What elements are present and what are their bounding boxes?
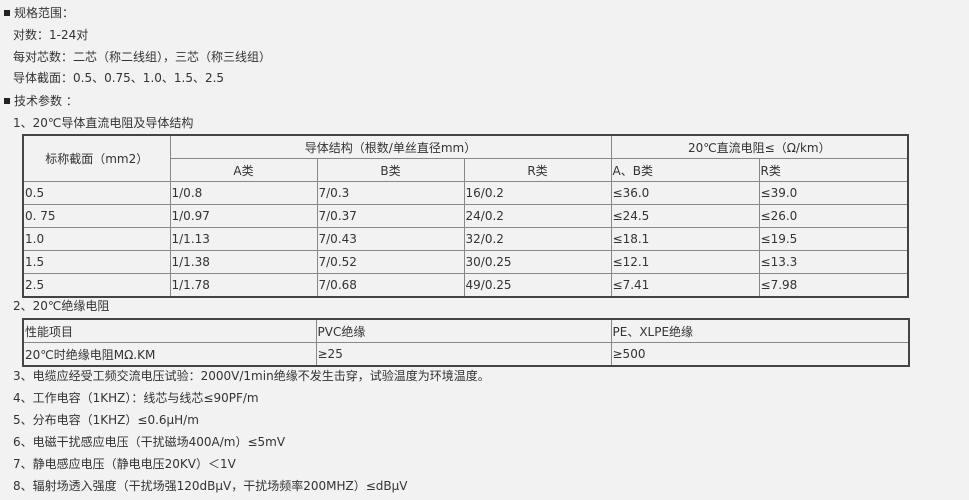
subheader-ab: A、B类 — [610, 158, 760, 182]
cell-property: 20℃时绝缘电阻MΩ.KM — [22, 342, 317, 367]
table-cell: ≤26.0 — [758, 204, 909, 228]
table-cell: ≤13.3 — [758, 250, 909, 274]
table-cell: 49/0.25 — [463, 273, 612, 298]
item2-title: 2、20℃绝缘电阻 — [13, 299, 110, 313]
tech-params-heading: 技术参数 ： — [4, 93, 78, 109]
table-cell: 7/0.43 — [316, 227, 465, 251]
spec-line: 每对芯数：二芯（称二线组），三芯（称三线组） — [13, 50, 272, 64]
param-item: 8、辐射场透入强度（干扰场强120dBμV，干扰场频率200MHZ）≤dBμV — [13, 479, 408, 493]
table-row: 1.0 1/1.13 7/0.43 32/0.2 ≤18.1 ≤19.5 — [22, 227, 909, 251]
table-cell: 0. 75 — [22, 204, 171, 228]
table-cell: ≤7.41 — [610, 273, 760, 298]
insulation-resistance-table: 性能项目 PVC绝缘 PE、XLPE绝缘 20℃时绝缘电阻MΩ.KM ≥25 ≥… — [22, 318, 910, 367]
table-cell: 2.5 — [22, 273, 171, 298]
table-cell: 7/0.68 — [316, 273, 465, 298]
subheader-r-resistance: R类 — [758, 158, 909, 182]
table-row: 0.5 1/0.8 7/0.3 16/0.2 ≤36.0 ≤39.0 — [22, 181, 909, 205]
table-cell: 7/0.3 — [316, 181, 465, 205]
table-cell: 1.0 — [22, 227, 171, 251]
table-cell: 1/1.78 — [169, 273, 318, 298]
table-cell: 24/0.2 — [463, 204, 612, 228]
table-cell: ≤36.0 — [610, 181, 760, 205]
param-item: 6、电磁干扰感应电压（干扰磁场400A/m）≤5mV — [13, 435, 286, 449]
header-dc-resistance: 20℃直流电阻≤（Ω/km） — [610, 134, 909, 159]
item1-title: 1、20℃导体直流电阻及导体结构 — [13, 116, 194, 130]
bullet-square-icon — [4, 98, 10, 104]
spec-line: 导体截面：0.5、0.75、1.0、1.5、2.5 — [13, 71, 225, 85]
subheader-b: B类 — [316, 158, 465, 182]
table-cell: ≤19.5 — [758, 227, 909, 251]
param-item: 7、静电感应电压（静电电压20KV）＜1V — [13, 457, 236, 471]
header-property: 性能项目 — [22, 318, 317, 343]
table-row: 2.5 1/1.78 7/0.68 49/0.25 ≤7.41 ≤7.98 — [22, 273, 909, 298]
table-cell: ≤7.98 — [758, 273, 909, 298]
spec-range-heading: 规格范围： — [4, 5, 74, 21]
param-item: 4、工作电容（1KHZ）：线芯与线芯≤90PF/m — [13, 391, 259, 405]
table-cell: ≤24.5 — [610, 204, 760, 228]
table-cell: 16/0.2 — [463, 181, 612, 205]
spec-line: 对数：1-24对 — [13, 28, 89, 42]
bullet-square-icon — [4, 10, 10, 16]
header-pvc: PVC绝缘 — [315, 318, 612, 343]
table-row: 0. 75 1/0.97 7/0.37 24/0.2 ≤24.5 ≤26.0 — [22, 204, 909, 228]
table-cell: 0.5 — [22, 181, 171, 205]
table-cell: 32/0.2 — [463, 227, 612, 251]
heading-text: 规格范围： — [14, 6, 75, 20]
table-cell: 7/0.52 — [316, 250, 465, 274]
param-item: 3、电缆应经受工频交流电压试验：2000V/1min绝缘不发生击穿，试验温度为环… — [13, 369, 490, 383]
table-cell: 1.5 — [22, 250, 171, 274]
header-nominal-section: 标称截面（mm2） — [22, 134, 171, 182]
header-pe-xlpe: PE、XLPE绝缘 — [610, 318, 910, 343]
resistance-structure-table: 标称截面（mm2） 导体结构（根数/单丝直径mm） 20℃直流电阻≤（Ω/km）… — [22, 134, 910, 298]
table-cell: ≤18.1 — [610, 227, 760, 251]
param-item: 5、分布电容（1KHZ）≤0.6μH/m — [13, 413, 199, 427]
subheader-a: A类 — [169, 158, 318, 182]
table-cell: ≤12.1 — [610, 250, 760, 274]
table-cell: 7/0.37 — [316, 204, 465, 228]
table-cell: ≤39.0 — [758, 181, 909, 205]
table-cell: 1/0.8 — [169, 181, 318, 205]
table-cell: 30/0.25 — [463, 250, 612, 274]
cell-pvc: ≥25 — [315, 342, 612, 367]
cell-pe-xlpe: ≥500 — [610, 342, 910, 367]
subheader-r: R类 — [463, 158, 612, 182]
table-row: 1.5 1/1.38 7/0.52 30/0.25 ≤12.1 ≤13.3 — [22, 250, 909, 274]
table-cell: 1/1.13 — [169, 227, 318, 251]
heading-text: 技术参数 ： — [14, 94, 78, 108]
table-cell: 1/0.97 — [169, 204, 318, 228]
table-cell: 1/1.38 — [169, 250, 318, 274]
header-conductor-structure: 导体结构（根数/单丝直径mm） — [169, 134, 612, 159]
